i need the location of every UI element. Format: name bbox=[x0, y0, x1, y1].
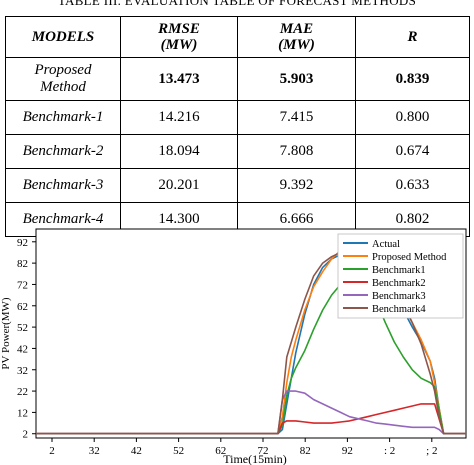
legend-label: Actual bbox=[372, 239, 400, 250]
legend-label: Benchmark1 bbox=[372, 265, 426, 276]
legend-label: Benchmark2 bbox=[372, 278, 426, 289]
model-name: Benchmark-1 bbox=[5, 100, 121, 135]
table-row: Benchmark-3 20.201 9.392 0.633 bbox=[5, 168, 470, 203]
series-line-benchmark3 bbox=[36, 390, 466, 435]
y-tick-label: 32 bbox=[17, 365, 28, 377]
y-tick-label: 22 bbox=[17, 386, 28, 398]
y-axis-label: PV Power(MW) bbox=[0, 297, 12, 370]
rmse-value: 13.473 bbox=[120, 57, 238, 101]
mae-value: 9.392 bbox=[237, 168, 356, 203]
y-tick-label: 72 bbox=[17, 279, 28, 291]
y-tick-label: 52 bbox=[17, 322, 28, 334]
x-tick-label: 62 bbox=[215, 445, 226, 457]
series-line-benchmark2 bbox=[36, 403, 466, 435]
header-r: R bbox=[355, 16, 470, 58]
y-tick-label: 82 bbox=[17, 258, 28, 270]
x-tick-label: 42 bbox=[131, 445, 142, 457]
x-tick-label: 92 bbox=[342, 445, 353, 457]
x-tick-label: 82 bbox=[300, 445, 311, 457]
x-tick-label: 52 bbox=[173, 445, 184, 457]
table-caption: TABLE III. EVALUATION TABLE OF FORECAST … bbox=[57, 0, 417, 8]
x-tick-label: 32 bbox=[89, 445, 100, 457]
table-row: Benchmark-1 14.216 7.415 0.800 bbox=[5, 100, 470, 135]
r-value: 0.800 bbox=[355, 100, 470, 135]
r-value: 0.633 bbox=[355, 168, 470, 203]
legend-label: Benchmark3 bbox=[372, 291, 426, 302]
model-name: Benchmark-3 bbox=[5, 168, 121, 203]
y-tick-label: 42 bbox=[17, 343, 28, 355]
header-models: MODELS bbox=[5, 16, 121, 58]
rmse-value: 20.201 bbox=[120, 168, 238, 203]
legend-box bbox=[337, 233, 464, 319]
y-tick-label: 62 bbox=[17, 301, 28, 313]
x-axis-label: Time(15min) bbox=[223, 452, 287, 465]
x-tick-label: : 2 bbox=[384, 445, 395, 457]
header-rmse: RMSE (MW) bbox=[120, 16, 238, 58]
legend-label: Proposed Method bbox=[372, 252, 447, 263]
y-tick-label: 12 bbox=[17, 407, 28, 419]
y-tick-label: 92 bbox=[17, 237, 28, 249]
rmse-value: 14.216 bbox=[120, 100, 238, 135]
model-name: Proposed Method bbox=[5, 57, 121, 101]
header-mae: MAE (MW) bbox=[237, 16, 356, 58]
x-tick-label: 2 bbox=[49, 445, 55, 457]
table-header-row: MODELS RMSE (MW) MAE (MW) R bbox=[5, 16, 470, 58]
legend-label: Benchmark4 bbox=[372, 304, 426, 315]
x-tick-label: ; 2 bbox=[426, 445, 437, 457]
evaluation-table: MODELS RMSE (MW) MAE (MW) R Proposed Method… bbox=[5, 16, 470, 237]
table-row: Benchmark-4 14.300 6.666 0.802 bbox=[5, 202, 470, 237]
y-tick-label: 2 bbox=[23, 429, 29, 441]
x-tick-label: 72 bbox=[258, 445, 269, 457]
